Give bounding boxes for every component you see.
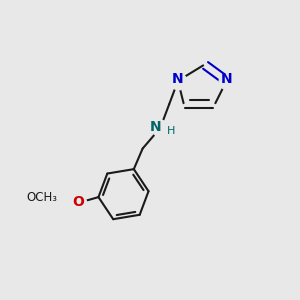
Text: N: N (221, 72, 232, 86)
Text: N: N (172, 72, 184, 86)
Text: H: H (167, 126, 175, 136)
Text: N: N (150, 120, 161, 134)
Text: OCH₃: OCH₃ (26, 190, 57, 204)
Text: O: O (73, 195, 84, 209)
